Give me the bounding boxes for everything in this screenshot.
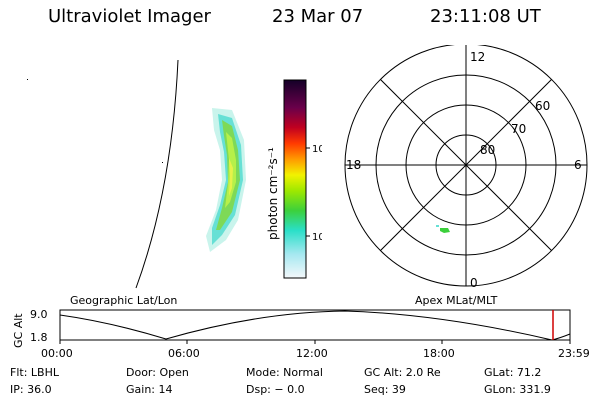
star-dot	[162, 162, 163, 163]
tick-06-00: 06:00	[168, 347, 200, 360]
info-seq: Seq: 39	[364, 383, 406, 396]
instrument-title: Ultraviolet Imager	[48, 6, 211, 27]
timeline-axis-label: GC Alt	[12, 313, 25, 348]
colorbar-tick-10: 10	[312, 232, 322, 243]
colorbar: 100 10 photon cm⁻²s⁻¹	[266, 79, 322, 279]
colorbar-tick-100: 100	[312, 144, 322, 155]
altitude-curve	[59, 310, 571, 341]
star-dot	[27, 79, 28, 80]
diagonal-line	[380, 79, 552, 251]
timeline-frame	[59, 309, 571, 341]
info-dsp: Dsp: − 0.0	[246, 383, 305, 396]
lat-label-80: 80	[480, 143, 495, 157]
aurora-oval	[206, 108, 246, 252]
polar-plot: 12 0 18 6 60 70 80	[344, 45, 588, 290]
timeline-ymax: 9.0	[30, 308, 48, 321]
tick-18-00: 18:00	[423, 347, 455, 360]
tick-23-59: 23:59	[558, 347, 590, 360]
date-label: 23 Mar 07	[272, 6, 364, 27]
mlt-label-6: 6	[574, 158, 582, 172]
aurora-patch	[440, 228, 450, 233]
info-glat: GLat: 71.2	[484, 366, 542, 379]
colorbar-unit-label: photon cm⁻²s⁻¹	[266, 147, 280, 240]
tick-00-00: 00:00	[41, 347, 73, 360]
lat-label-70: 70	[511, 122, 526, 136]
geographic-title: Geographic Lat/Lon	[70, 294, 178, 307]
info-flt: Flt: LBHL	[10, 366, 59, 379]
tick-12-00: 12:00	[296, 347, 328, 360]
geographic-image	[27, 59, 246, 289]
mlt-label-18: 18	[346, 158, 361, 172]
apex-title: Apex MLat/MLT	[415, 294, 498, 307]
time-label: 23:11:08 UT	[430, 6, 541, 27]
info-glon: GLon: 331.9	[484, 383, 551, 396]
colorbar-scale	[283, 79, 307, 279]
aurora-patch	[436, 225, 439, 227]
mlt-label-12: 12	[470, 50, 485, 64]
info-gain: Gain: 14	[126, 383, 173, 396]
info-ip: IP: 36.0	[10, 383, 52, 396]
info-gc-alt: GC Alt: 2.0 Re	[364, 366, 441, 379]
timeline-ymin: 1.8	[30, 331, 48, 344]
info-door: Door: Open	[126, 366, 189, 379]
lat-label-60: 60	[535, 99, 550, 113]
info-mode: Mode: Normal	[246, 366, 323, 379]
earth-limb	[135, 59, 179, 289]
altitude-timeline: GC Alt 9.0 1.8 00:00 06:00 12:00 18:00 2…	[12, 308, 590, 360]
mlt-label-0: 0	[470, 276, 478, 290]
